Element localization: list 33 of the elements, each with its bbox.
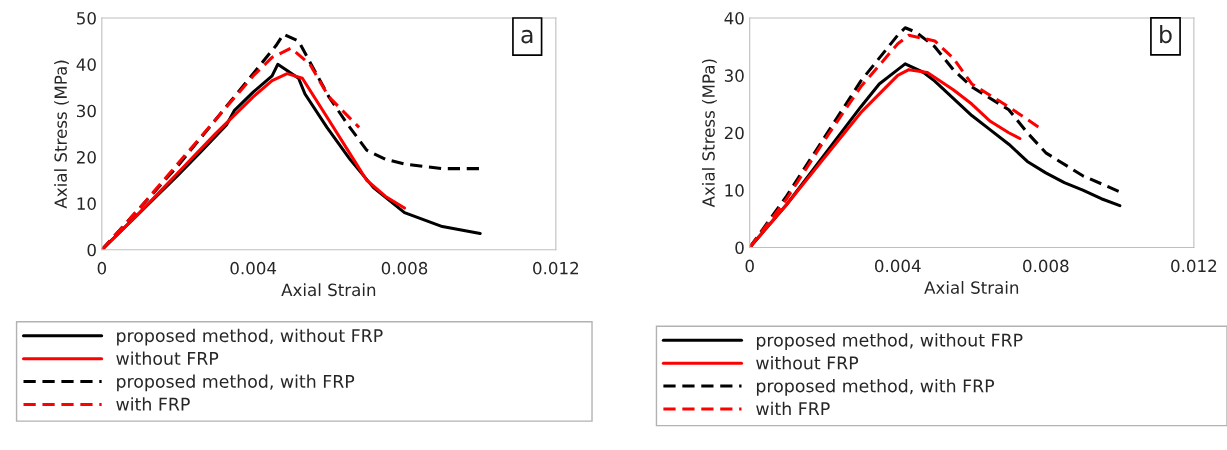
y-tick-label: 20 <box>76 151 96 164</box>
y-tick-label: 0 <box>735 241 744 255</box>
x-tick-label: 0 <box>745 259 754 273</box>
legend-label: without FRP <box>116 351 219 366</box>
y-tick-label: 0 <box>87 243 96 257</box>
annotation: b <box>1160 24 1172 44</box>
y-tick-label: 40 <box>724 11 744 25</box>
x-axis-title: Axial Strain <box>281 283 376 297</box>
legend-label: proposed method, with FRP <box>756 378 995 396</box>
y-tick-label: 50 <box>77 11 96 25</box>
y-tick-label: 10 <box>77 197 96 210</box>
x-tick-label: 0.008 <box>1023 259 1069 273</box>
y-axis-title: Axial Stress (MPa) <box>54 60 69 209</box>
x-tick-label: 0.004 <box>230 261 277 275</box>
legend-label: with FRP <box>756 401 830 416</box>
x-tick-label: 0 <box>97 261 107 275</box>
legend-label: without FRP <box>756 356 859 370</box>
legend-label: with FRP <box>116 397 190 411</box>
x-tick-label: 0.012 <box>1171 259 1217 273</box>
y-axis-title: Axial Stress (MPa) <box>701 59 717 208</box>
y-tick-label: 10 <box>725 184 744 197</box>
x-tick-label: 0.012 <box>533 261 579 275</box>
y-tick-label: 40 <box>76 58 96 71</box>
legend-label: proposed method, with FRP <box>117 374 355 392</box>
x-axis-title: Axial Strain <box>924 280 1019 294</box>
legend-label: proposed method, without FRP <box>756 333 1023 350</box>
annotation: a <box>521 29 533 44</box>
y-tick-label: 20 <box>724 126 744 140</box>
y-tick-label: 30 <box>77 104 96 118</box>
x-tick-label: 0.004 <box>875 259 921 273</box>
y-tick-label: 30 <box>724 69 744 82</box>
x-tick-label: 0.008 <box>381 261 428 275</box>
legend-label: proposed method, without FRP <box>117 328 383 346</box>
